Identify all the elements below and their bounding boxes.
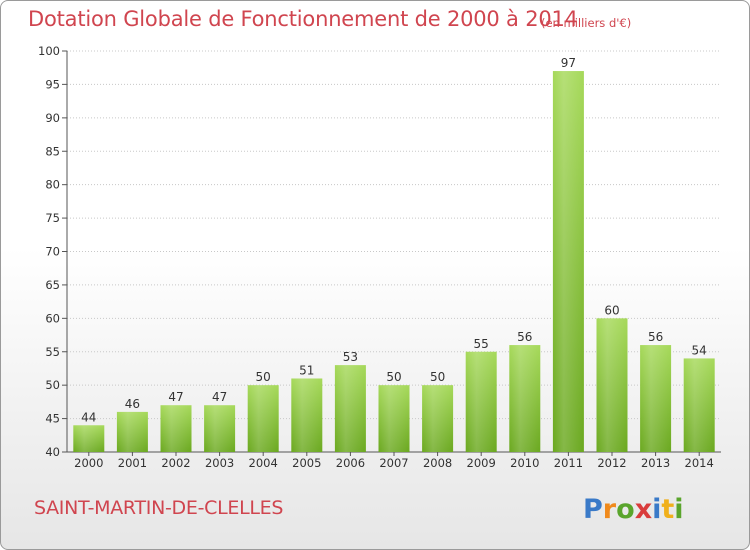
y-tick-label: 85	[45, 144, 60, 158]
x-tick-label: 2009	[467, 456, 496, 470]
bar-highlight	[509, 345, 541, 452]
data-label: 55	[474, 337, 489, 351]
commune-name: SAINT-MARTIN-DE-CLELLES	[34, 497, 284, 519]
y-tick-label: 100	[38, 44, 60, 58]
data-label: 50	[256, 370, 271, 384]
data-label: 97	[561, 56, 576, 70]
axis-layer: 40 45 50 55 60 65 70 75 80 85 90 95 100	[38, 44, 721, 459]
x-tick-label: 2002	[161, 456, 190, 470]
bar-highlight	[204, 405, 236, 452]
x-tick-label: 2012	[597, 456, 626, 470]
x-tick-label: 2011	[554, 456, 583, 470]
y-tick-label: 70	[45, 245, 60, 259]
bar-highlight	[247, 385, 279, 452]
x-tick-label: 2003	[205, 456, 234, 470]
x-tick-label: 2006	[336, 456, 365, 470]
bar-highlight	[422, 385, 454, 452]
y-tick-label: 50	[45, 378, 60, 392]
x-tick-label: 2013	[641, 456, 670, 470]
y-tick-label: 55	[45, 345, 60, 359]
y-tick-label: 80	[45, 178, 60, 192]
data-label: 46	[125, 397, 140, 411]
data-label: 50	[386, 370, 401, 384]
chart-subtitle: (en milliers d'€)	[541, 16, 632, 30]
y-tick-label: 65	[45, 278, 60, 292]
chart-title: Dotation Globale de Fonctionnement de 20…	[28, 7, 578, 31]
label-layer: 2000 44 2001 46 2002 47 2003 47 2004 50 2005 51 2006…	[74, 56, 714, 470]
x-tick-label: 2004	[249, 456, 278, 470]
bar-highlight	[73, 425, 105, 452]
bar-highlight	[465, 351, 497, 452]
x-tick-label: 2000	[74, 456, 103, 470]
data-label: 56	[648, 330, 663, 344]
data-label: 54	[692, 343, 707, 357]
svg-text:Proxiti: Proxiti	[583, 494, 684, 525]
bar-layer	[73, 71, 715, 453]
data-label: 44	[81, 410, 96, 424]
x-tick-label: 2007	[379, 456, 408, 470]
y-tick-label: 60	[45, 311, 60, 325]
bar-highlight	[291, 378, 323, 452]
bar-highlight	[378, 385, 410, 452]
y-tick-label: 90	[45, 111, 60, 125]
data-label: 53	[343, 350, 358, 364]
bar-highlight	[116, 411, 148, 452]
y-tick-label: 75	[45, 211, 60, 225]
proxiti-logo: Proxiti	[583, 494, 684, 525]
x-tick-label: 2001	[118, 456, 147, 470]
bar-highlight	[683, 358, 715, 452]
data-label: 60	[604, 303, 619, 317]
x-tick-label: 2014	[685, 456, 714, 470]
x-tick-label: 2008	[423, 456, 452, 470]
data-label: 56	[517, 330, 532, 344]
data-label: 47	[212, 390, 227, 404]
data-label: 50	[430, 370, 445, 384]
bar-highlight	[334, 365, 366, 452]
bar-highlight	[552, 71, 584, 453]
bar-highlight	[160, 405, 192, 452]
y-tick-label: 45	[45, 412, 60, 426]
y-tick-label: 95	[45, 77, 60, 91]
data-label: 47	[168, 390, 183, 404]
bar-highlight	[640, 345, 672, 452]
data-label: 51	[299, 363, 314, 377]
x-tick-label: 2010	[510, 456, 539, 470]
x-tick-label: 2005	[292, 456, 321, 470]
y-tick-label: 40	[45, 445, 60, 459]
bar-highlight	[596, 318, 628, 452]
